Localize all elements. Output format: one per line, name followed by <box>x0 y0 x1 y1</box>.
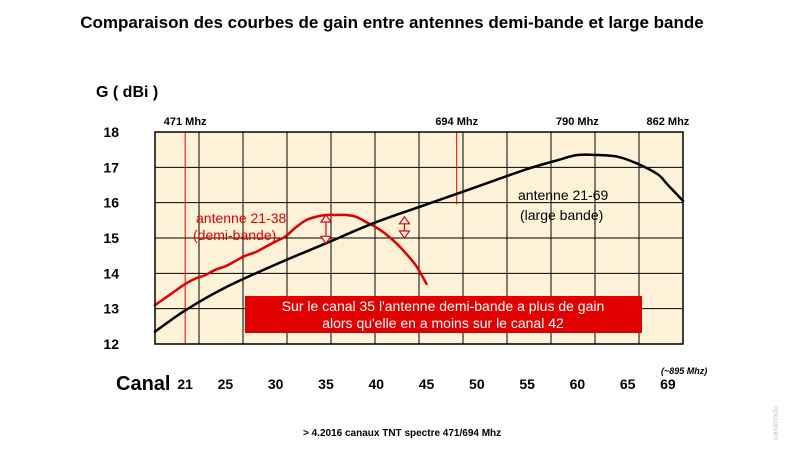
arrow-head-down <box>398 230 411 240</box>
y-tick-label: 15 <box>103 230 119 246</box>
frequency-markers: 471 Mhz 694 Mhz 790 Mhz 862 Mhz <box>164 116 690 344</box>
freq-marker-label: 694 Mhz <box>435 116 478 128</box>
x-tick-label: 30 <box>268 376 284 392</box>
x-axis-label: Canal <box>116 373 170 395</box>
banner-line-1: Sur le canal 35 l'antenne demi-bande a p… <box>282 298 605 314</box>
y-tick-label: 14 <box>103 265 119 281</box>
series-label-demi-bande: antenne 21-38 <box>196 210 287 226</box>
upper-frequency-note: (~895 Mhz) <box>661 366 707 376</box>
y-tick-label: 12 <box>103 336 119 352</box>
x-tick-label: 65 <box>620 376 636 392</box>
series-label-large-bande-sub: (large bande) <box>520 207 603 223</box>
x-tick-label: 69 <box>660 376 676 392</box>
credit-watermark: casimodo <box>771 405 780 440</box>
x-tick-label: 25 <box>218 376 234 392</box>
x-ticks: 21 25 30 35 40 45 50 55 60 65 69 <box>177 376 676 392</box>
freq-marker-label: 790 Mhz <box>556 116 599 128</box>
y-tick-label: 13 <box>103 301 119 317</box>
freq-marker-label: 471 Mhz <box>164 116 207 128</box>
annotation-arrows <box>319 214 411 245</box>
arrow-head-down <box>319 235 333 245</box>
y-tick-label: 16 <box>103 195 119 211</box>
annotation-banner <box>245 296 642 333</box>
chart-title: Comparaison des courbes de gain entre an… <box>80 13 704 32</box>
arrow-head-up <box>319 214 333 223</box>
x-tick-label: 40 <box>368 376 384 392</box>
x-tick-label: 21 <box>177 376 193 392</box>
arrow-head-up <box>398 215 411 225</box>
y-tick-label: 18 <box>103 124 119 140</box>
banner-line-2: alors qu'elle en a moins sur le canal 42 <box>322 315 564 331</box>
x-tick-label: 50 <box>469 376 485 392</box>
y-ticks: 12 13 14 15 16 17 18 <box>103 124 119 352</box>
freq-marker-label: 862 Mhz <box>647 116 690 128</box>
x-tick-label: 55 <box>519 376 535 392</box>
x-tick-label: 35 <box>318 376 334 392</box>
x-tick-label: 45 <box>419 376 435 392</box>
footer-note: > 4.2016 canaux TNT spectre 471/694 Mhz <box>303 428 501 439</box>
y-axis-label: G ( dBi ) <box>96 84 158 101</box>
series-line-demi-bande <box>153 213 428 307</box>
series-label-demi-bande-sub: (demi-bande) <box>193 227 276 243</box>
series-layer <box>153 153 685 333</box>
x-tick-label: 60 <box>570 376 586 392</box>
plot-border <box>154 131 684 345</box>
series-label-large-bande: antenne 21-69 <box>518 187 609 203</box>
y-tick-label: 17 <box>103 159 119 175</box>
series-line-large-bande <box>153 153 685 333</box>
